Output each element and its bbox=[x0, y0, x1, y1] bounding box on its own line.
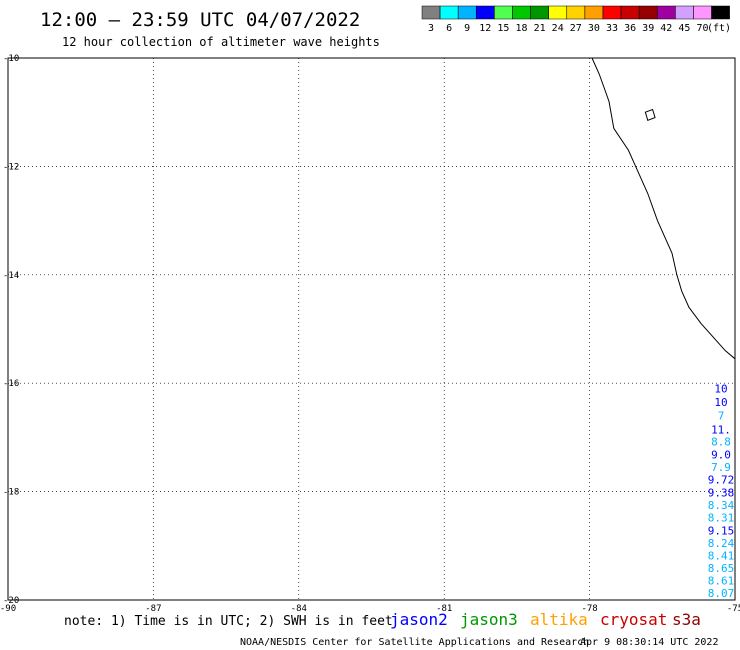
legend-label: 30 bbox=[588, 23, 600, 34]
lon-tick-label: -81 bbox=[436, 604, 452, 614]
timestamp: Apr 9 08:30:14 UTC 2022 bbox=[580, 637, 718, 648]
longitude-labels: -90 -87 -84 -81 -78 -75 bbox=[0, 604, 740, 614]
swh-reading: 7.9 bbox=[711, 461, 731, 474]
legend-swatch bbox=[457, 5, 477, 20]
legend-label: 21 bbox=[534, 23, 546, 34]
swh-reading: 8.65 bbox=[708, 562, 735, 575]
latitude-labels: -10 -12 -14 -16 -18 -20 bbox=[3, 54, 19, 606]
credit-line: NOAA/NESDIS Center for Satellite Applica… bbox=[240, 637, 589, 648]
swh-readings: 1010711.8.89.07.99.729.388.348.319.158.2… bbox=[708, 383, 735, 600]
legend-label: 12 bbox=[479, 23, 491, 34]
legend-label: 18 bbox=[515, 23, 527, 34]
legend-swatch bbox=[421, 5, 441, 20]
legend-swatch bbox=[711, 5, 730, 20]
swh-reading: 9.0 bbox=[711, 449, 731, 462]
legend-swatch bbox=[512, 5, 531, 20]
legend-label: 3 bbox=[428, 23, 434, 34]
map-panel: -10 -12 -14 -16 -18 -20 -90 -87 -84 -81 -78 -75 10… bbox=[0, 54, 740, 614]
legend-label: 9 bbox=[464, 23, 470, 34]
lon-tick-label: -75 bbox=[727, 604, 740, 614]
lon-tick-label: -78 bbox=[581, 604, 597, 614]
swh-reading: 8.8 bbox=[711, 436, 731, 449]
legend-swatch bbox=[638, 5, 658, 20]
swh-reading: 8.31 bbox=[708, 512, 735, 525]
legend-swatch bbox=[584, 5, 604, 20]
satellite-jason3: jason3 bbox=[460, 610, 518, 629]
map-title: 12:00 – 23:59 UTC 04/07/2022 bbox=[40, 9, 360, 31]
swh-reading: 9.72 bbox=[708, 474, 735, 487]
lon-tick-label: -84 bbox=[291, 604, 307, 614]
legend-swatch bbox=[494, 5, 513, 20]
lat-tick-label: -16 bbox=[3, 379, 19, 389]
lat-tick-label: -12 bbox=[3, 162, 19, 172]
lat-tick-label: -20 bbox=[3, 596, 19, 606]
legend-swatch bbox=[548, 5, 567, 20]
legend-swatch bbox=[530, 5, 549, 20]
legend-swatch bbox=[439, 5, 459, 20]
swh-reading: 11. bbox=[711, 423, 731, 436]
map-subtitle: 12 hour collection of altimeter wave hei… bbox=[62, 35, 380, 49]
legend-label: 42 bbox=[660, 23, 672, 34]
swh-reading: 8.34 bbox=[708, 499, 735, 512]
coastline bbox=[591, 57, 736, 360]
satellite-s3a: s3a bbox=[672, 610, 701, 629]
legend-swatch bbox=[620, 5, 640, 20]
satellite-altika: altika bbox=[530, 610, 588, 629]
lon-tick-label: -87 bbox=[145, 604, 161, 614]
legend-label: 36 bbox=[624, 23, 636, 34]
swh-reading: 10 bbox=[714, 383, 727, 396]
swh-reading: 8.24 bbox=[708, 537, 735, 550]
legend-swatch bbox=[693, 5, 712, 20]
footnote: note: 1) Time is in UTC; 2) SWH is in fe… bbox=[64, 614, 393, 629]
legend-label: 39 bbox=[642, 23, 654, 34]
legend-swatch bbox=[602, 5, 622, 20]
lat-tick-label: -18 bbox=[3, 488, 19, 498]
legend-swatch bbox=[657, 5, 676, 20]
color-legend: 3 6 9 12 15 18 21 24 27 30 33 36 39 42 45 70 bbox=[421, 5, 730, 34]
legend-swatch bbox=[675, 5, 694, 20]
legend-unit: (ft) bbox=[707, 23, 731, 34]
legend-label: 70 bbox=[696, 23, 708, 34]
legend-label: 24 bbox=[552, 23, 564, 34]
island-outline bbox=[644, 108, 656, 121]
coastline-peru bbox=[591, 57, 736, 360]
legend-label: 27 bbox=[570, 23, 582, 34]
legend-label: 33 bbox=[606, 23, 618, 34]
swh-reading: 9.15 bbox=[708, 525, 735, 538]
lat-tick-label: -14 bbox=[3, 271, 19, 281]
swh-reading: 8.07 bbox=[708, 587, 735, 600]
map-frame bbox=[7, 57, 736, 601]
legend-swatch bbox=[476, 5, 495, 20]
satellite-cryosat: cryosat bbox=[600, 610, 667, 629]
legend-label: 45 bbox=[678, 23, 690, 34]
lon-tick-label: -90 bbox=[0, 604, 16, 614]
lat-tick-label: -10 bbox=[3, 54, 19, 64]
satellite-legend: jason2 jason3 altika cryosat s3a bbox=[390, 610, 701, 629]
swh-reading: 9.38 bbox=[708, 487, 735, 500]
satellite-jason2: jason2 bbox=[390, 610, 448, 629]
swh-reading: 7 bbox=[718, 410, 725, 423]
legend-label: 15 bbox=[497, 23, 509, 34]
swh-reading: 8.61 bbox=[708, 574, 735, 587]
swh-reading: 8.41 bbox=[708, 550, 735, 563]
legend-label: 6 bbox=[446, 23, 452, 34]
legend-swatch bbox=[566, 5, 586, 20]
swh-reading: 10 bbox=[714, 396, 727, 409]
